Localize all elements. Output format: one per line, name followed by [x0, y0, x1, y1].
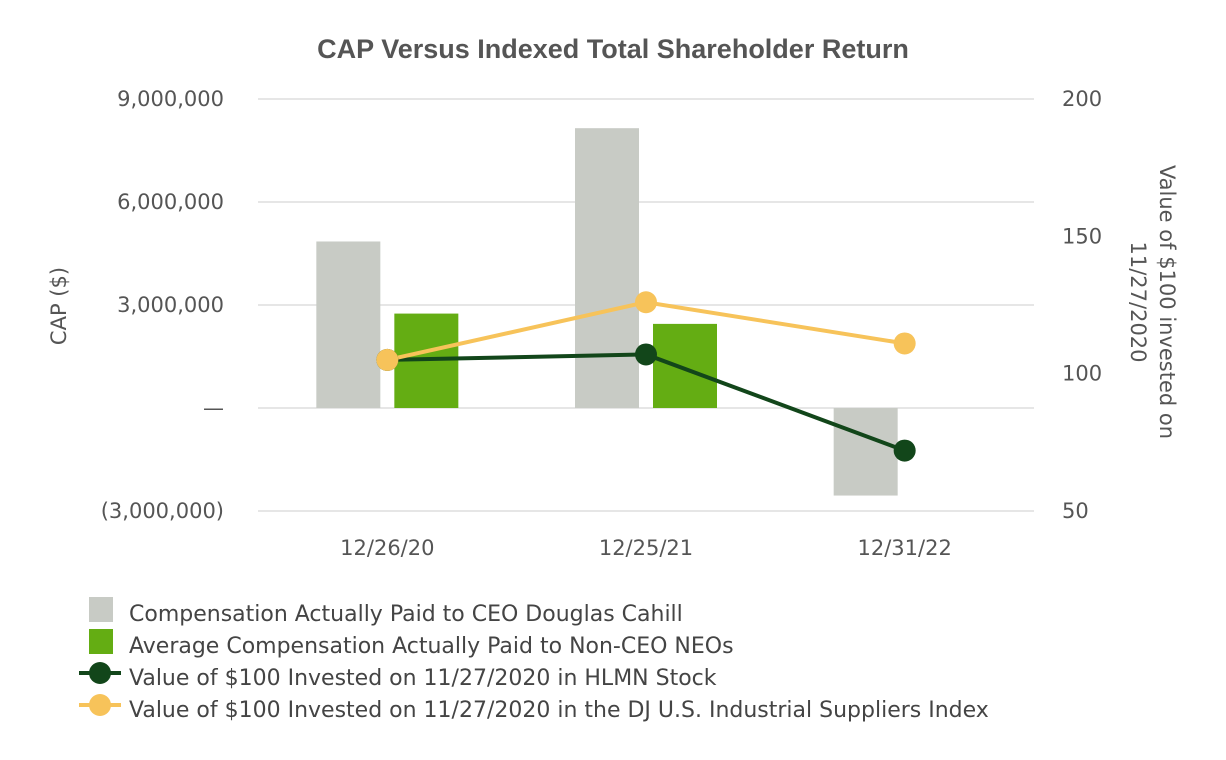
left-tick-label: 9,000,000 [117, 87, 224, 111]
left-tick-label: 6,000,000 [117, 190, 224, 214]
bars [316, 128, 898, 496]
legend-marker [89, 662, 111, 684]
lines [376, 291, 916, 462]
legend-swatch [89, 629, 113, 654]
data-point [635, 343, 657, 366]
series-line [387, 352, 906, 453]
data-point [893, 439, 916, 462]
legend: Compensation Actually Paid to CEO Dougla… [79, 597, 989, 723]
chart-title: CAP Versus Indexed Total Shareholder Ret… [317, 34, 909, 64]
legend-label: Value of $100 Invested on 11/27/2020 in … [129, 698, 989, 723]
right-tick-label: 100 [1062, 362, 1102, 386]
legend-label: Value of $100 Invested on 11/27/2020 in … [129, 666, 717, 691]
legend-marker [89, 694, 111, 716]
data-point [893, 332, 916, 355]
bar [316, 241, 381, 408]
left-tick-label: — [203, 396, 224, 420]
bar [653, 323, 717, 408]
right-axis-label-line1: Value of $100 invested on [1155, 165, 1179, 439]
x-axis-ticks: 12/26/20 12/25/21 12/31/22 [340, 536, 952, 560]
left-tick-label: (3,000,000) [101, 499, 224, 523]
right-tick-label: 200 [1062, 87, 1102, 111]
left-tick-label: 3,000,000 [117, 293, 224, 317]
left-axis-label: CAP ($) [47, 267, 71, 345]
bar [575, 128, 639, 408]
bar [833, 408, 898, 496]
x-tick-label: 12/25/21 [599, 536, 693, 560]
right-axis-label-line2: 11/27/2020 [1126, 241, 1150, 362]
legend-label: Average Compensation Actually Paid to No… [129, 634, 734, 659]
left-axis-ticks: 9,000,000 6,000,000 3,000,000 — (3,000,000) [101, 87, 224, 523]
right-tick-label: 50 [1062, 499, 1089, 523]
data-point [635, 291, 657, 314]
legend-swatch [89, 597, 113, 622]
x-tick-label: 12/31/22 [858, 536, 952, 560]
right-axis-ticks: 200 150 100 50 [1062, 87, 1102, 523]
right-tick-label: 150 [1062, 224, 1102, 248]
legend-label: Compensation Actually Paid to CEO Dougla… [129, 602, 683, 627]
data-point [376, 348, 399, 371]
x-tick-label: 12/26/20 [340, 536, 434, 560]
